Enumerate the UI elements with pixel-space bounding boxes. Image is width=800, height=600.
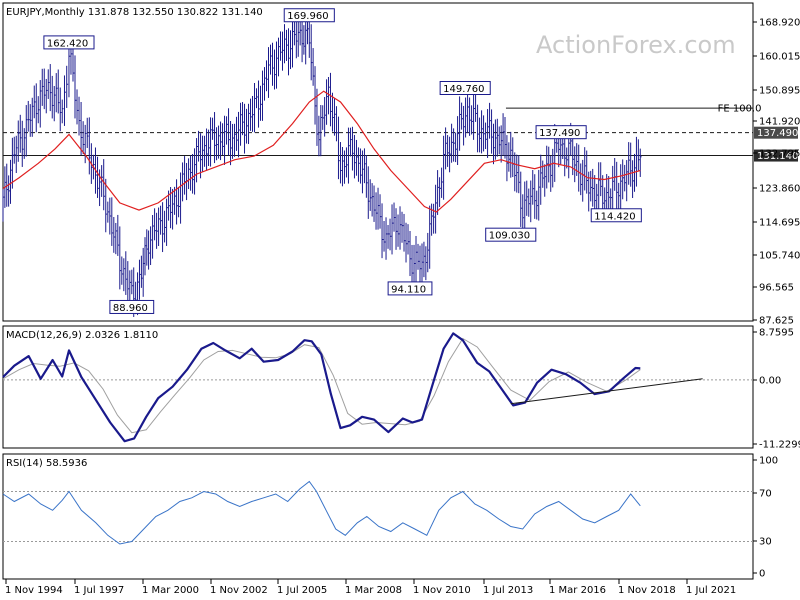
price-annotation-label: 137.490 — [539, 128, 580, 139]
macd-panel-title: MACD(12,26,9) 2.0326 1.8110 — [6, 330, 158, 341]
price-annotation-label: 114.420 — [594, 211, 635, 222]
price-tag — [754, 126, 798, 139]
price-annotation-box — [283, 8, 335, 23]
macd-y-tick-label: 8.7595 — [759, 328, 794, 339]
x-tick-label: 1 Mar 2000 — [142, 585, 199, 596]
rsi-y-tick-label: 30 — [759, 537, 772, 548]
x-tick-label: 1 Mar 2008 — [345, 585, 402, 596]
rsi-y-tick-label: 100 — [759, 456, 778, 467]
macd-signal-line — [2, 337, 641, 434]
x-tick-label: 1 Nov 2018 — [618, 585, 676, 596]
price-annotation-label: 169.960 — [287, 11, 328, 22]
price-annotation-label: 162.420 — [47, 38, 88, 49]
price-panel-title: EURJPY,Monthly 131.878 132.550 130.822 1… — [6, 7, 263, 18]
price-panel-frame — [2, 2, 754, 322]
macd-trendline — [510, 378, 703, 405]
price-annotation-box — [590, 208, 642, 223]
price-annotation-label: 109.030 — [489, 231, 530, 242]
price-y-tick-label: 150.895 — [759, 86, 800, 97]
price-annotation-label: 149.760 — [443, 84, 484, 95]
x-tick-label: 1 Jul 2013 — [483, 585, 533, 596]
macd-plot — [2, 332, 753, 443]
rsi-panel-frame — [2, 453, 754, 580]
moving-average-line — [2, 90, 641, 213]
price-annotation-box — [485, 227, 537, 242]
axes: 168.920 160.015 150.895 141.920 132.795 123.8… — [5, 18, 800, 597]
watermark: ActionForex.com — [536, 31, 736, 59]
rsi-y-tick-label: 0 — [759, 569, 765, 580]
price-y-tick-label: 132.795 — [759, 149, 800, 160]
price-annotation-label: 88.960 — [113, 303, 148, 314]
price-annotation-box — [439, 80, 491, 95]
price-annotation-box — [535, 125, 587, 140]
price-tag — [754, 149, 798, 162]
price-annotation-label: 94.110 — [391, 284, 426, 295]
x-tick-label: 1 Mar 2016 — [549, 585, 606, 596]
price-plot: 88.960 162.420 169.960 94.110 149.760 109.030… — [2, 8, 798, 317]
price-y-tick-label: 105.740 — [759, 251, 800, 262]
price-annotation-box — [109, 299, 155, 314]
x-tick-label: 1 Jul 2005 — [277, 585, 327, 596]
x-tick-label: 1 Jul 2021 — [686, 585, 736, 596]
price-y-tick-label: 87.625 — [759, 316, 794, 327]
rsi-y-tick-label: 70 — [759, 489, 772, 500]
price-y-tick-label: 96.565 — [759, 283, 794, 294]
rsi-plot — [2, 480, 753, 545]
x-tick-label: 1 Nov 2002 — [210, 585, 268, 596]
price-y-tick-label: 123.860 — [759, 184, 800, 195]
price-tag-label: 137.490 — [757, 128, 798, 139]
price-annotation-box — [387, 281, 433, 296]
price-annotation-box — [43, 35, 95, 50]
price-y-tick-label: 114.695 — [759, 218, 800, 229]
price-y-tick-label: 168.920 — [759, 18, 800, 29]
macd-line — [2, 332, 641, 443]
macd-y-tick-label: 0.00 — [759, 376, 781, 387]
macd-y-tick-label: -11.2299 — [759, 440, 800, 451]
x-tick-label: 1 Nov 1994 — [5, 585, 63, 596]
macd-panel-frame — [2, 325, 754, 449]
x-tick-label: 1 Nov 2010 — [413, 585, 471, 596]
x-tick-label: 1 Jul 1997 — [74, 585, 124, 596]
price-y-tick-label: 160.015 — [759, 52, 800, 63]
price-tag-label: 131.140 — [757, 151, 798, 162]
price-annotation-label: FE 100.0 — [718, 104, 762, 115]
rsi-panel-title: RSI(14) 58.5936 — [6, 458, 87, 469]
price-y-tick-label: 141.920 — [759, 117, 800, 128]
rsi-line — [2, 480, 641, 545]
